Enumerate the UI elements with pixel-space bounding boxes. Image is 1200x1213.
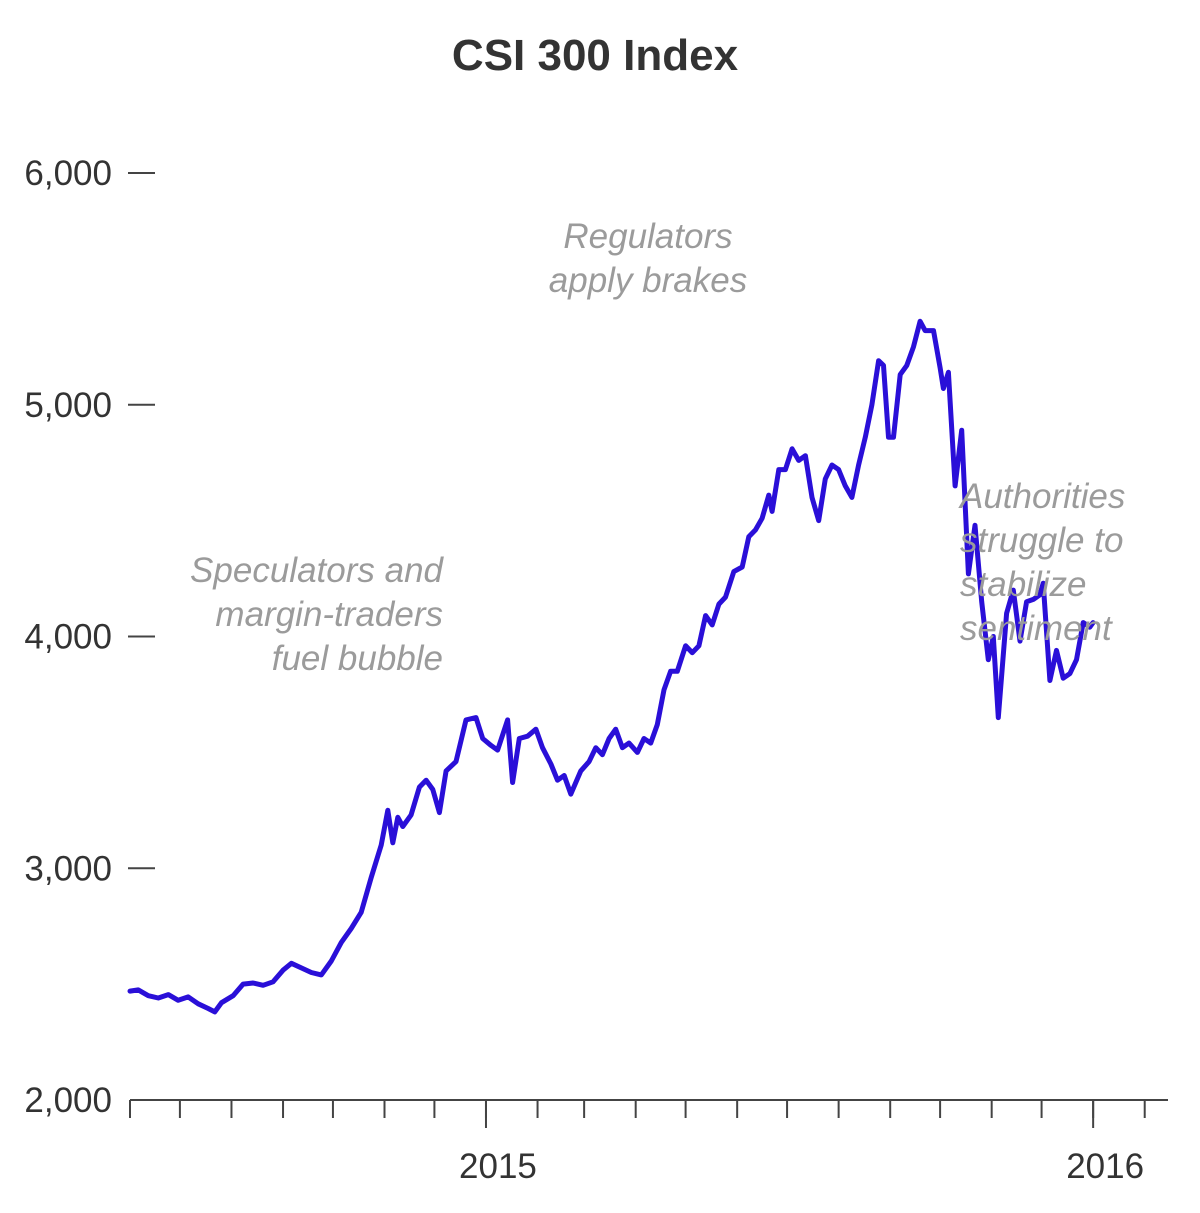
y-tick-label: 5,000 bbox=[24, 386, 112, 425]
y-tick-label: 3,000 bbox=[24, 849, 112, 888]
y-tick-label: 6,000 bbox=[24, 154, 112, 193]
annotation: Regulators apply brakes bbox=[549, 217, 747, 300]
x-tick-label: 2016 bbox=[1066, 1147, 1144, 1186]
annotation-line: Authorities bbox=[958, 477, 1125, 516]
x-axis: 2015 2016 bbox=[129, 1099, 1168, 1186]
y-tick-label: 4,000 bbox=[24, 618, 112, 657]
annotation-line: Speculators and bbox=[190, 551, 444, 590]
annotation-line: fuel bubble bbox=[272, 639, 443, 678]
y-tick-label: 2,000 bbox=[24, 1081, 112, 1120]
annotation-line: stabilize bbox=[960, 565, 1086, 604]
y-axis: 2,000 3,000 4,000 5,000 6,000 bbox=[24, 154, 155, 1120]
series-layer bbox=[127, 318, 1096, 1015]
annotation-line: apply brakes bbox=[549, 261, 747, 300]
annotation-line: sentiment bbox=[960, 609, 1113, 648]
chart-title: CSI 300 Index bbox=[452, 31, 739, 80]
annotation: Speculators and margin-traders fuel bubble bbox=[190, 551, 444, 678]
series-line bbox=[127, 318, 1096, 1015]
annotation-line: struggle to bbox=[960, 521, 1123, 560]
annotation: Authorities struggle to stabilize sentiment bbox=[958, 477, 1125, 648]
annotation-line: margin-traders bbox=[215, 595, 443, 634]
annotations: Speculators and margin-traders fuel bubble… bbox=[190, 217, 1125, 678]
annotation-line: Regulators bbox=[563, 217, 732, 256]
x-tick-label: 2015 bbox=[459, 1147, 537, 1186]
